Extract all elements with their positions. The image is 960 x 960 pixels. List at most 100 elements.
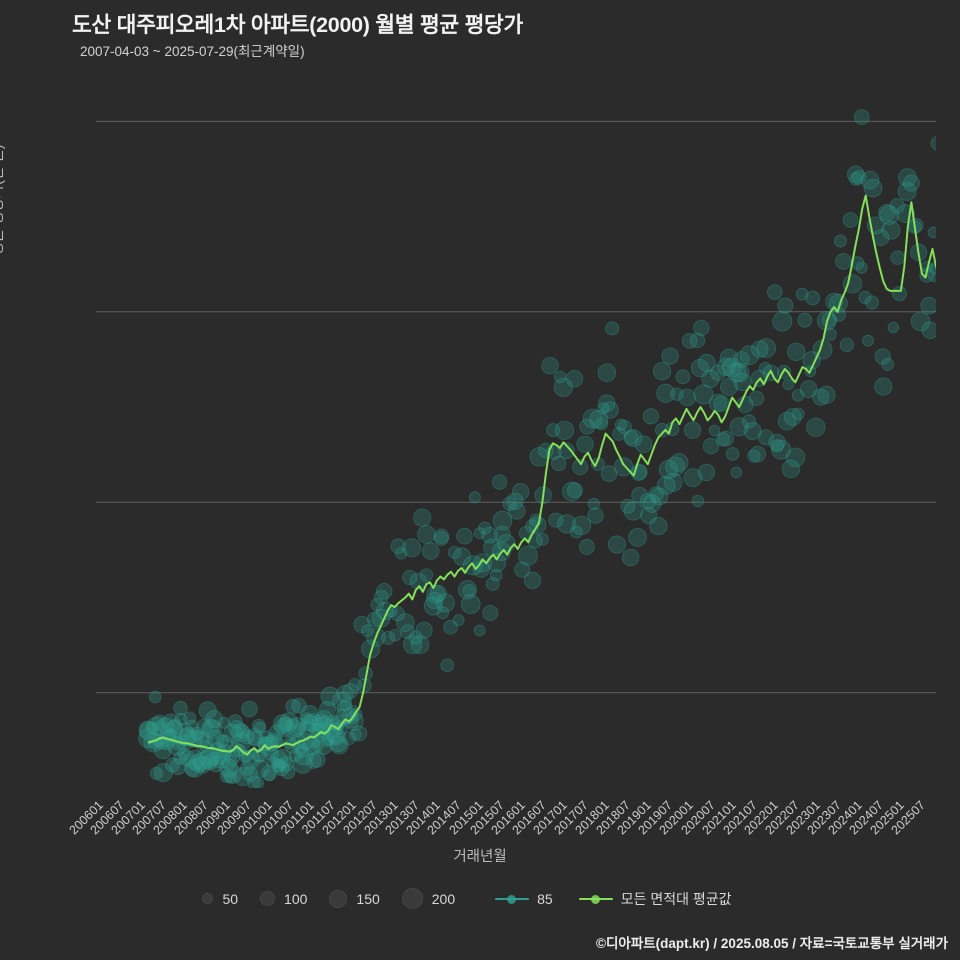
scatter-bubble	[169, 758, 187, 776]
scatter-bubble	[887, 321, 900, 334]
scatter-bubble	[145, 721, 158, 734]
scatter-bubble	[860, 170, 880, 190]
scatter-bubble	[247, 775, 261, 788]
scatter-bubble	[878, 203, 896, 222]
scatter-bubble	[330, 736, 349, 755]
scatter-bubble	[421, 542, 440, 560]
scatter-bubble	[658, 459, 679, 480]
scatter-bubble	[457, 580, 478, 600]
scatter-bubble	[930, 136, 936, 151]
scatter-bubble	[251, 759, 270, 778]
scatter-bubble	[514, 561, 531, 578]
scatter-bubble	[215, 734, 229, 748]
scatter-bubble	[301, 714, 318, 732]
scatter-bubble	[709, 364, 727, 381]
scatter-bubble	[146, 716, 166, 736]
scatter-bubble	[149, 766, 163, 780]
scatter-bubble	[321, 733, 335, 746]
y-axis-title: 평균 평당가(만 원)	[0, 144, 6, 256]
scatter-bubble	[708, 424, 721, 437]
scatter-bubble	[670, 387, 684, 401]
scatter-bubble	[649, 516, 668, 536]
scatter-bubble	[697, 463, 716, 482]
scatter-bubble	[535, 532, 549, 546]
scatter-bubble	[607, 535, 626, 554]
scatter-bubble	[858, 290, 872, 304]
scatter-bubble	[652, 362, 672, 381]
legend-size-label: 50	[222, 890, 239, 907]
scatter-bubble	[597, 402, 610, 415]
legend-line-swatch-icon	[495, 893, 530, 905]
scatter-bubble	[351, 725, 368, 742]
scatter-bubble	[460, 594, 481, 614]
scatter-bubble	[747, 449, 761, 463]
scatter-bubble	[624, 429, 643, 448]
scatter-bubble	[595, 417, 609, 431]
scatter-bubble	[614, 457, 634, 477]
scatter-bubble	[898, 168, 917, 187]
scatter-bubble	[184, 749, 205, 770]
scatter-bubble	[179, 750, 196, 767]
legend-series-item[interactable]: 모든 면적대 평균값	[578, 889, 732, 909]
chart-canvas: 4006008001000	[96, 109, 936, 788]
scatter-bubble	[612, 426, 627, 441]
scatter-bubble	[189, 753, 208, 773]
legend-size-item: 150	[329, 889, 380, 908]
scatter-bubble	[280, 764, 296, 780]
scatter-bubble	[201, 753, 218, 771]
scatter-bubble	[294, 746, 314, 766]
scatter-bubble	[854, 109, 870, 125]
scatter-bubble	[628, 528, 647, 547]
scatter-bubble	[921, 321, 936, 339]
scatter-bubble	[138, 720, 157, 739]
scatter-bubble	[656, 476, 676, 495]
scatter-bubble	[245, 728, 264, 746]
scatter-bubble	[292, 753, 313, 774]
scatter-bubble	[518, 545, 538, 566]
scatter-bubble	[190, 726, 204, 741]
scatter-bubble	[781, 459, 801, 479]
page-title: 도산 대주피오레1차 아파트(2000) 월별 평균 평당가	[72, 13, 524, 37]
scatter-bubble	[161, 713, 181, 733]
scatter-bubble	[702, 438, 720, 455]
scatter-bubble	[743, 422, 762, 440]
scatter-bubble	[478, 521, 492, 535]
scatter-bubble	[452, 547, 472, 566]
scatter-bubble	[569, 525, 583, 539]
scatter-bubble	[733, 372, 752, 392]
scatter-bubble	[553, 370, 567, 384]
plot-area: 4006008001000	[96, 88, 936, 788]
scatter-bubble	[902, 174, 920, 192]
scatter-bubble	[288, 749, 302, 763]
scatter-bubble	[310, 740, 324, 753]
scatter-bubble	[173, 751, 187, 765]
scatter-bubble	[303, 713, 323, 733]
scatter-bubble	[201, 719, 220, 737]
scatter-bubble	[320, 734, 334, 748]
legend-series-item[interactable]: 85	[495, 891, 553, 907]
scatter-bubble	[473, 624, 486, 637]
scatter-bubble	[336, 685, 354, 703]
scatter-bubble	[557, 442, 575, 460]
scatter-bubble	[578, 539, 595, 555]
scatter-bubble	[620, 498, 636, 514]
legend-size-label: 200	[431, 890, 456, 907]
scatter-bubble	[205, 751, 220, 766]
scatter-bubble	[272, 714, 293, 734]
scatter-bubble	[766, 284, 783, 300]
scatter-bubble	[400, 624, 415, 639]
scatter-bubble	[489, 568, 503, 582]
scatter-bubble	[247, 730, 264, 747]
scatter-bubble	[726, 362, 747, 382]
scatter-bubble	[716, 357, 736, 377]
scatter-bubble	[733, 351, 750, 368]
scatter-bubble	[729, 417, 749, 437]
scatter-bubble	[193, 755, 212, 774]
scatter-bubble	[278, 756, 294, 772]
footer-credit: ©디아파트(dapt.kr) / 2025.08.05 / 자료=국토교통부 실…	[596, 936, 948, 951]
legend-size-dot-icon	[401, 888, 423, 909]
scatter-bubble	[268, 724, 285, 741]
scatter-bubble	[435, 593, 455, 613]
scatter-bubble	[266, 755, 280, 769]
scatter-bubble	[785, 447, 806, 468]
